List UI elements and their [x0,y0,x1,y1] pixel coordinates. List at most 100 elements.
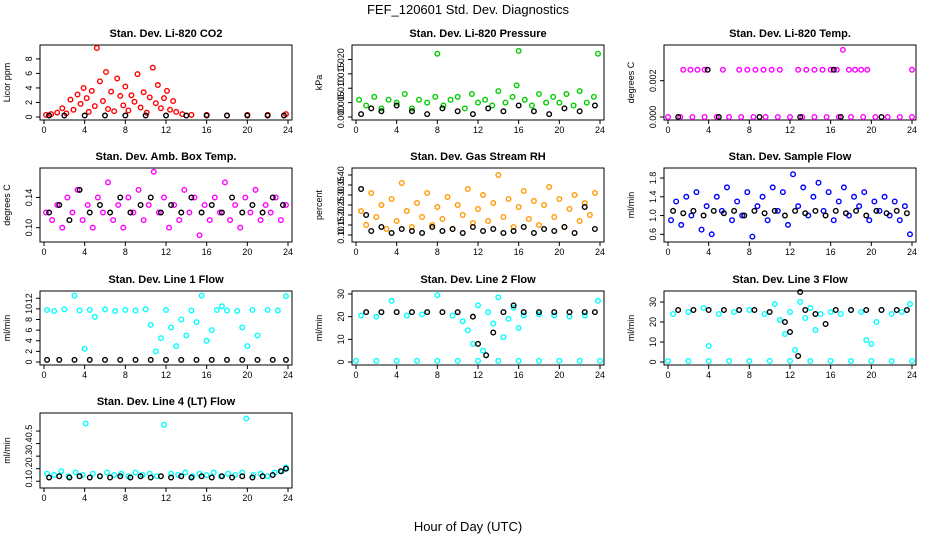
data-point [751,307,758,314]
y-tick-label: 0.20 [336,206,346,224]
data-point [264,306,271,313]
y-tick-label: 1.4 [648,191,658,204]
data-point [536,309,543,316]
data-point [162,112,169,119]
data-point [715,311,722,318]
data-point [388,229,395,236]
x-tick-label: 24 [907,247,917,257]
data-point [439,309,446,316]
data-point [434,203,441,210]
y-tick-label: 0.35 [336,176,346,194]
data-point [101,112,108,119]
data-point [74,91,81,98]
data-point [906,231,913,238]
data-point [178,473,185,480]
data-point [408,105,415,112]
data-point [566,309,573,316]
x-tick-label: 8 [435,247,440,257]
data-point [429,221,436,228]
data-point [827,358,834,365]
data-point [196,232,203,239]
data-point [408,309,415,316]
data-point [147,321,154,328]
data-point [419,229,426,236]
data-point [46,209,53,216]
y-tick-label: 30 [648,297,658,307]
data-point [225,470,232,477]
data-point [459,229,466,236]
data-point [475,205,482,212]
data-point [475,302,482,309]
data-point [792,207,799,214]
data-point [690,307,697,314]
y-tick-label: 0.020 [336,48,346,71]
data-point [909,66,916,73]
data-point [513,82,520,89]
data-point [403,207,410,214]
y-tick-label: 0 [648,359,658,364]
data-point [259,209,266,216]
data-point [683,193,690,200]
x-tick-label: 12 [473,125,483,135]
data-point [756,113,763,120]
data-point [247,209,254,216]
data-point [802,307,809,314]
data-point [173,108,180,115]
data-point [541,201,548,208]
data-point [439,227,446,234]
x-tick-label: 4 [394,125,399,135]
data-point [408,227,415,234]
data-point [898,309,905,316]
plot-frame [663,44,917,121]
y-tick-label: 0.14 [24,189,34,207]
panel-ylabel: ml/min [314,315,324,342]
data-point [277,217,284,224]
figure-title: FEF_120601 Std. Dev. Diagnostics [367,2,570,17]
data-point [378,105,385,112]
data-point [363,211,370,218]
panel-title: Stan. Dev. Amb. Box Temp. [96,151,237,163]
data-point [469,111,476,118]
data-point [766,358,773,365]
y-tick-label: 2 [24,100,34,105]
data-point [229,474,236,481]
data-point [439,105,446,112]
data-point [147,356,154,363]
data-point [551,312,558,319]
data-point [71,292,78,299]
data-point [164,87,171,94]
data-point [208,474,215,481]
data-point [746,307,753,314]
data-point [896,217,903,224]
data-point [234,308,241,315]
data-point [787,329,794,336]
data-point [193,319,200,326]
data-point [137,473,144,480]
x-tick-label: 8 [123,125,128,135]
x-tick-label: 0 [665,247,670,257]
data-point [74,186,81,193]
data-point [80,84,87,91]
data-point [461,105,468,112]
data-point [795,353,802,360]
data-point [754,203,761,210]
data-point [700,212,707,219]
data-point [157,209,164,216]
data-point [830,66,837,73]
data-point [368,105,375,112]
panel-2: Stan. Dev. Li-820 Pressure kPa 0 4 8 12 16 20 24… [314,28,605,135]
data-point [715,113,722,120]
data-point [827,309,834,316]
data-point [738,113,745,120]
data-point [459,211,466,218]
data-point [835,113,842,120]
panel-title: Stan. Dev. Line 3 Flow [732,274,848,286]
data-point [731,207,738,214]
data-point [85,108,92,115]
data-point [576,357,583,364]
data-point [901,203,908,210]
data-point [237,224,244,231]
data-point [909,358,916,365]
x-tick-label: 24 [283,370,293,380]
data-point [127,474,134,481]
